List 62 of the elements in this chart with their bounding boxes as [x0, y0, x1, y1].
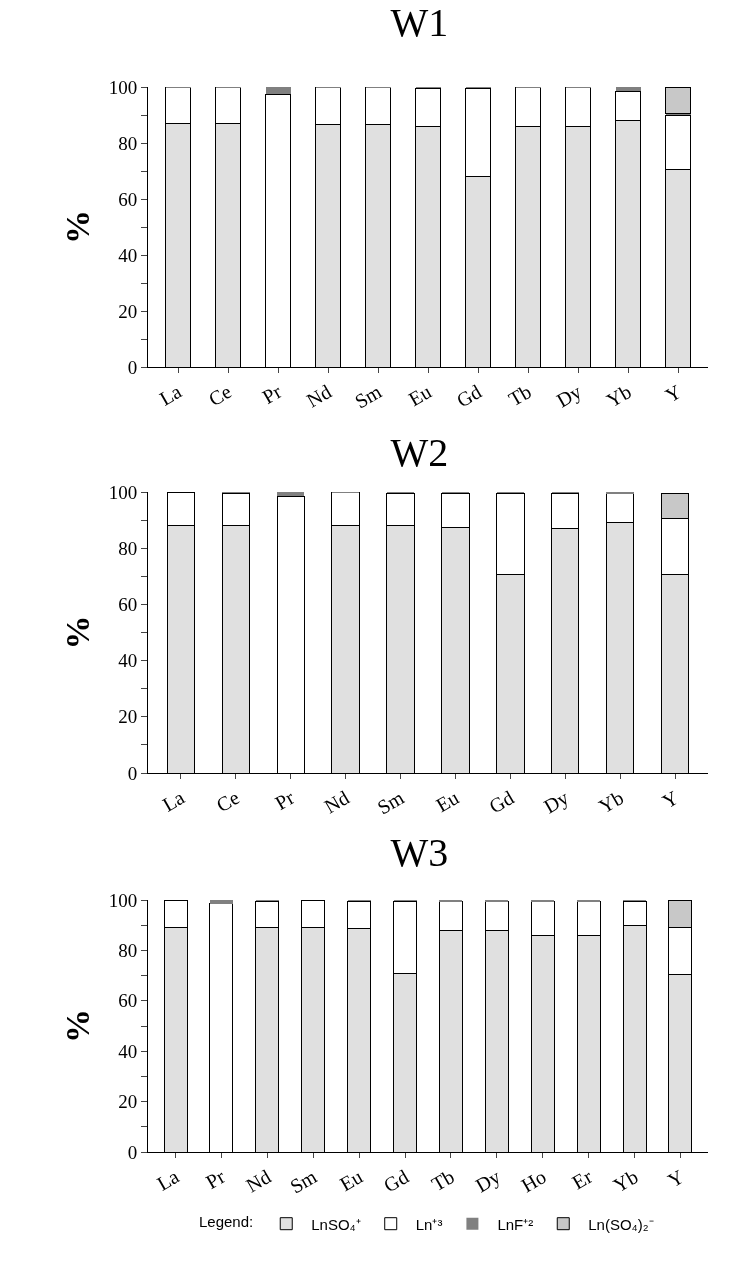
- x-tick-label: Eu: [335, 1165, 367, 1196]
- x-tick-label: Tb: [427, 1165, 458, 1196]
- y-tick-label: 100: [108, 76, 138, 98]
- x-tick-label: Gd: [485, 786, 518, 818]
- legend-label: LnSO₄⁺: [311, 1215, 361, 1233]
- x-tick-label: Yb: [602, 380, 635, 412]
- chart-title: W1: [390, 0, 449, 45]
- y-axis-title: %: [59, 210, 97, 244]
- legend-label: Ln(SO₄)₂⁻: [588, 1215, 654, 1233]
- x-tick-label: Nd: [302, 380, 335, 412]
- x-tick-label: La: [158, 786, 189, 816]
- y-tick-label: 60: [118, 990, 138, 1012]
- y-tick-label: 100: [108, 481, 138, 503]
- x-tick-label: Gd: [452, 380, 485, 412]
- x-tick-label: Er: [568, 1164, 596, 1194]
- x-tick-label: Dy: [540, 786, 573, 819]
- chart-title: W3: [390, 830, 449, 875]
- x-tick-label: Sm: [350, 379, 386, 413]
- y-tick-label: 20: [118, 706, 138, 728]
- x-tick-label: Tb: [504, 380, 535, 411]
- y-axis-title: %: [59, 1009, 97, 1043]
- x-tick-label: Nd: [320, 786, 353, 818]
- x-tick-label: Dy: [471, 1165, 505, 1198]
- x-tick-label: Eu: [404, 380, 435, 411]
- legend-label: LnF⁺²: [497, 1215, 534, 1233]
- x-tick-label: Nd: [242, 1165, 275, 1197]
- y-tick-label: 60: [118, 188, 138, 210]
- y-tick-label: 40: [118, 650, 138, 672]
- x-tick-label: Y: [658, 786, 683, 813]
- y-tick-label: 0: [127, 762, 138, 784]
- x-tick-label: Pr: [258, 379, 286, 409]
- x-tick-label: La: [153, 1165, 183, 1195]
- x-tick-label: Yb: [594, 786, 628, 818]
- x-tick-label: Y: [663, 1165, 688, 1192]
- y-tick-label: 20: [118, 300, 138, 322]
- x-tick-label: Dy: [552, 380, 586, 413]
- x-tick-label: Ce: [212, 786, 243, 817]
- y-tick-label: 20: [118, 1091, 138, 1113]
- legend-title: Legend:: [199, 1212, 254, 1230]
- x-tick-label: Pr: [271, 785, 299, 815]
- x-tick-label: Pr: [202, 1164, 229, 1194]
- x-tick-label: Y: [661, 380, 685, 407]
- y-tick-label: 60: [118, 594, 138, 616]
- y-tick-label: 100: [108, 889, 138, 911]
- x-tick-label: Ce: [204, 380, 236, 411]
- x-tick-label: Eu: [432, 786, 463, 817]
- y-tick-label: 40: [118, 1040, 138, 1062]
- y-tick-label: 0: [127, 1141, 138, 1163]
- x-tick-label: Gd: [379, 1165, 413, 1197]
- y-tick-label: 0: [127, 356, 138, 378]
- y-axis-title: %: [59, 615, 97, 650]
- y-tick-label: 80: [118, 537, 138, 559]
- y-tick-label: 40: [118, 244, 138, 266]
- x-tick-label: Yb: [609, 1165, 642, 1197]
- legend-label: Ln⁺³: [415, 1215, 443, 1233]
- x-tick-label: Sm: [373, 785, 408, 819]
- y-tick-label: 80: [118, 940, 138, 962]
- x-tick-label: Sm: [286, 1164, 321, 1198]
- y-tick-label: 80: [118, 132, 138, 154]
- x-tick-label: La: [155, 380, 186, 410]
- chart-title: W2: [390, 430, 449, 475]
- x-tick-label: Ho: [517, 1165, 550, 1197]
